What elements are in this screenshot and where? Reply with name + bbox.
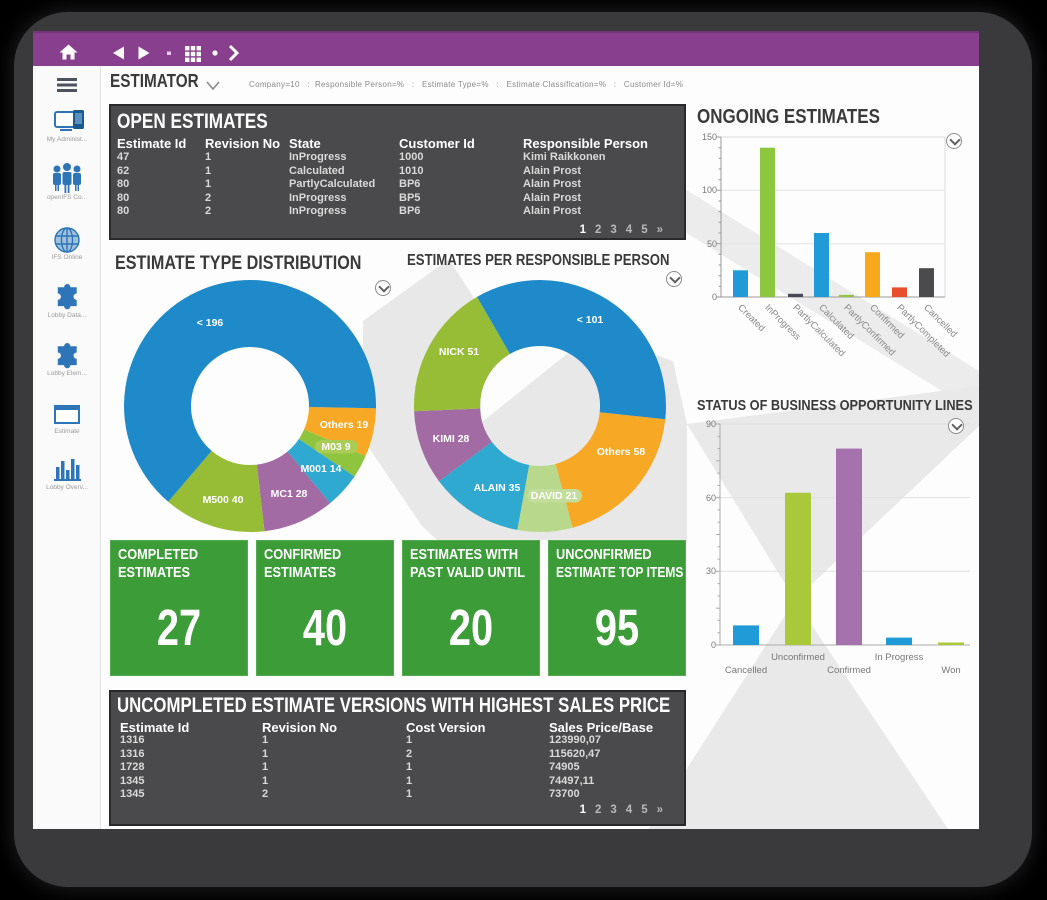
svg-text:150: 150 [702, 132, 717, 142]
svg-text:0: 0 [711, 640, 716, 650]
svg-text:50: 50 [707, 239, 717, 249]
svg-text:Cancelled: Cancelled [725, 665, 767, 676]
svg-text:NICK 51: NICK 51 [439, 346, 479, 358]
svg-text:Created: Created [735, 302, 767, 334]
svg-text:< 101: < 101 [577, 314, 604, 326]
svg-text:Confirmed: Confirmed [827, 665, 871, 676]
svg-text:90: 90 [706, 419, 716, 429]
svg-text:Won: Won [941, 665, 960, 676]
svg-text:60: 60 [706, 493, 716, 503]
svg-text:30: 30 [706, 566, 716, 576]
svg-text:< 196: < 196 [197, 317, 224, 329]
svg-text:100: 100 [702, 185, 717, 195]
svg-text:Others 58: Others 58 [597, 446, 646, 458]
svg-text:M03 9: M03 9 [321, 441, 350, 453]
svg-text:M500 40: M500 40 [203, 494, 244, 506]
svg-text:Others 19: Others 19 [320, 419, 369, 431]
svg-text:Unconfirmed: Unconfirmed [771, 652, 825, 663]
svg-text:0: 0 [712, 292, 717, 302]
svg-text:DAVID 21: DAVID 21 [531, 490, 578, 502]
svg-text:MC1 28: MC1 28 [271, 488, 308, 500]
svg-text:KIMI 28: KIMI 28 [433, 433, 470, 445]
svg-text:ALAIN 35: ALAIN 35 [474, 482, 521, 494]
svg-text:In Progress: In Progress [875, 652, 924, 663]
svg-text:M001 14: M001 14 [301, 463, 342, 475]
